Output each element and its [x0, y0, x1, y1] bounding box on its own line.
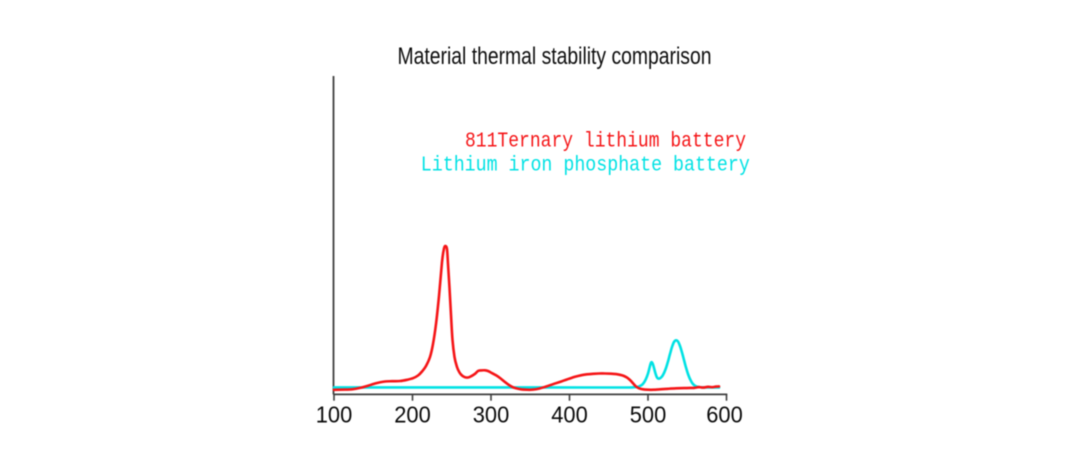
- svg-text:500: 500: [630, 402, 667, 428]
- svg-text:600: 600: [706, 402, 743, 428]
- svg-text:811Ternary lithium battery: 811Ternary lithium battery: [465, 130, 746, 153]
- svg-text:300: 300: [473, 402, 510, 428]
- svg-text:Material thermal stability com: Material thermal stability comparison: [398, 43, 712, 70]
- svg-text:100: 100: [316, 402, 353, 428]
- svg-text:Lithium iron phosphate battery: Lithium iron phosphate battery: [421, 155, 750, 178]
- svg-text:400: 400: [551, 402, 588, 428]
- svg-text:200: 200: [394, 402, 431, 428]
